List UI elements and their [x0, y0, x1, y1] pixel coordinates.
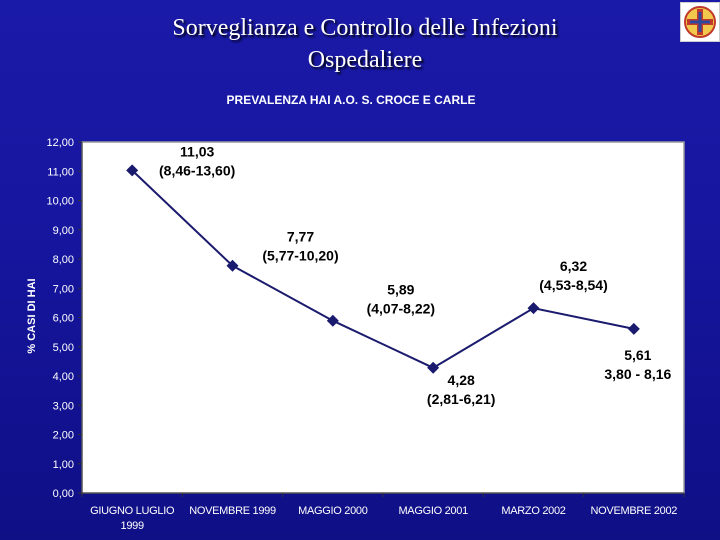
y-tick-label: 12,00 — [46, 137, 74, 149]
slide-title-line-1: Sorveglianza e Controllo delle Infezioni — [172, 15, 558, 41]
data-labels: 11,03 (8,46-13,60) 7,77 (5,77-10,20) 5,89 (4,… — [159, 143, 671, 406]
y-tick-label: 8,00 — [53, 254, 74, 266]
x-tick-label: MAGGIO 2001 — [398, 505, 468, 517]
data-label-range: (8,46-13,60) — [159, 162, 235, 178]
series-line — [131, 169, 635, 369]
data-label-range: (2,81-6,21) — [427, 391, 495, 407]
data-label-range: (4,53-8,54) — [539, 277, 607, 293]
y-tick-label: 1,00 — [53, 459, 74, 471]
data-point-marker — [226, 259, 239, 272]
y-tick-label: 9,00 — [53, 225, 74, 237]
y-axis-ticks: 0,00 1,00 2,00 3,00 4,00 5,00 6,00 7,00 8,00 9,00… — [46, 137, 82, 500]
data-markers — [126, 164, 640, 374]
data-point-marker — [326, 314, 339, 327]
data-point-marker — [427, 361, 440, 374]
data-label-range: 3,80 - 8,16 — [604, 366, 671, 382]
y-tick-label: 3,00 — [53, 400, 74, 412]
x-tick-label: NOVEMBRE 1999 — [189, 505, 276, 517]
y-tick-label: 7,00 — [53, 283, 74, 295]
data-point-marker — [126, 164, 139, 177]
data-point-marker — [527, 302, 540, 315]
x-tick-label: GIUGNO LUGLIO 1999 — [90, 505, 175, 532]
x-tick-label: MAGGIO 2000 — [298, 505, 368, 517]
hospital-cross-logo-icon — [680, 2, 720, 42]
data-label-value: 6,32 — [560, 258, 587, 274]
slide-title-line-2: Ospedaliere — [307, 47, 423, 73]
chart-title: PREVALENZA HAI A.O. S. CROCE E CARLE — [227, 93, 476, 107]
y-tick-label: 5,00 — [53, 342, 74, 354]
data-label-value: 11,03 — [180, 143, 214, 159]
y-tick-label: 2,00 — [53, 430, 74, 442]
data-label-value: 5,89 — [387, 282, 414, 298]
data-label-value: 4,28 — [448, 372, 475, 388]
x-tick-label: MARZO 2002 — [501, 505, 565, 517]
y-axis-label: % CASI DI HAI — [26, 278, 38, 353]
data-label-range: (4,07-8,22) — [367, 301, 435, 317]
data-label-value: 7,77 — [287, 229, 314, 245]
y-tick-label: 6,00 — [53, 313, 74, 325]
data-label-range: (5,77-10,20) — [262, 248, 338, 264]
y-tick-label: 10,00 — [46, 196, 74, 208]
x-axis-ticks: GIUGNO LUGLIO 1999 NOVEMBRE 1999 MAGGIO 200… — [81, 493, 685, 532]
data-point-marker — [627, 322, 640, 335]
plot-area — [81, 141, 685, 494]
data-label-value: 5,61 — [624, 347, 651, 363]
logo-graphic — [684, 6, 716, 38]
y-tick-label: 4,00 — [53, 371, 74, 383]
x-tick-label: NOVEMBRE 2002 — [591, 505, 678, 517]
slide-title: Sorveglianza e Controllo delle Infezioni… — [0, 12, 720, 76]
y-tick-label: 0,00 — [53, 488, 74, 500]
y-tick-label: 11,00 — [47, 166, 74, 178]
